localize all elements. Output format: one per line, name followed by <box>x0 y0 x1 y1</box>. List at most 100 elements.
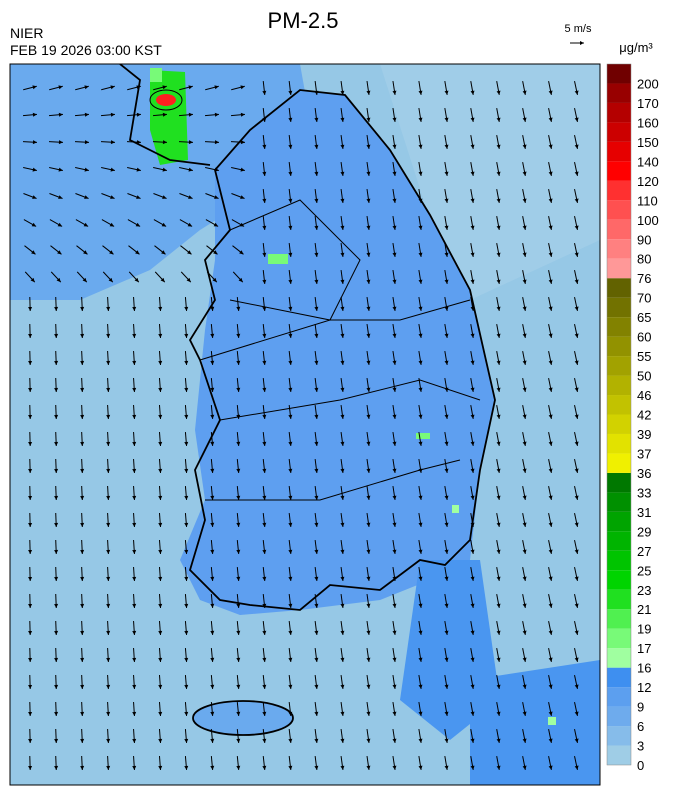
wind-arrow-head <box>392 549 397 554</box>
wind-arrow-head <box>106 684 111 689</box>
wind-arrow-head <box>418 495 423 500</box>
wind-arrow-head <box>392 171 397 176</box>
wind-arrow-head <box>314 684 319 689</box>
wind-arrow-head <box>262 468 267 473</box>
wind-field <box>22 80 579 771</box>
hotspot <box>150 68 162 82</box>
wind-arrow-head <box>574 441 579 446</box>
wind-arrow-head <box>158 360 163 365</box>
wind-arrow-head <box>188 85 193 90</box>
wind-arrow-head <box>106 495 111 500</box>
wind-arrow-head <box>236 414 241 419</box>
wind-arrow-head <box>418 549 423 554</box>
wind-arrow-head <box>132 495 137 500</box>
wind-arrow-head <box>32 167 37 172</box>
region-northwest <box>10 64 140 230</box>
region-japan <box>470 660 600 785</box>
wind-arrow-head <box>158 738 163 743</box>
wind-arrow-head <box>80 603 85 608</box>
wind-arrow-head <box>288 306 293 311</box>
wind-arrow-head <box>162 140 167 145</box>
wind-arrow-head <box>548 522 553 527</box>
wind-arrow-head <box>470 117 475 122</box>
wind-arrow-head <box>366 603 371 608</box>
wind-arrow-head <box>262 495 267 500</box>
wind-arrow-head <box>106 630 111 635</box>
wind-arrow-head <box>574 360 579 365</box>
colorbar-segment <box>607 531 631 551</box>
wind-arrow-head <box>210 711 215 716</box>
wind-arrow-head <box>470 738 475 743</box>
wind-arrow-head <box>574 495 579 500</box>
colorbar-segment <box>607 180 631 201</box>
wind-arrow-head <box>366 576 371 581</box>
wind-arrow-head <box>392 279 397 284</box>
wind-arrow-head <box>212 277 217 283</box>
wind-arrow-head <box>366 441 371 446</box>
wind-arrow-head <box>132 657 137 662</box>
colorbar-label: 90 <box>637 232 651 247</box>
wind-arrow-head <box>288 657 293 662</box>
wind-arrow-head <box>418 171 423 176</box>
wind-arrow-head <box>340 738 345 743</box>
wind-arrow-head <box>28 414 33 419</box>
wind-arrow-head <box>392 225 397 230</box>
wind-arrow-head <box>418 603 423 608</box>
wind-arrow-head <box>522 657 527 662</box>
wind-arrow-head <box>134 277 139 283</box>
colorbar-segment <box>607 589 631 610</box>
jeju-island <box>192 700 294 736</box>
wind-arrow-head <box>236 306 241 311</box>
wind-arrow-head <box>236 657 241 662</box>
wind-arrow-head <box>574 522 579 527</box>
wind-arrow-head <box>366 333 371 338</box>
wind-arrow-head <box>522 306 527 311</box>
wind-arrow-head <box>288 171 293 176</box>
wind-arrow-head <box>54 576 59 581</box>
wind-arrow-head <box>210 765 215 770</box>
wind-arrow-head <box>184 468 189 473</box>
province-border <box>199 199 481 501</box>
wind-arrow-head <box>132 711 137 716</box>
wind-arrow-head <box>470 387 475 392</box>
wind-arrow-head <box>496 387 501 392</box>
wind-arrow-head <box>106 657 111 662</box>
wind-arrow-head <box>314 144 319 149</box>
wind-arrow-head <box>496 117 501 122</box>
colorbar-segment <box>607 609 631 629</box>
wind-arrow-head <box>522 144 527 149</box>
wind-arrow-head <box>28 360 33 365</box>
wind-arrow-head <box>80 630 85 635</box>
colorbar-label: 23 <box>637 583 651 598</box>
wind-arrow-head <box>522 441 527 446</box>
wind-arrow-head <box>262 90 267 95</box>
wind-arrow-head <box>392 603 397 608</box>
wind-arrow-head <box>262 684 267 689</box>
wind-arrow-head <box>418 90 423 95</box>
wind-arrow-head <box>158 549 163 554</box>
colorbar-segment <box>607 258 631 279</box>
colorbar-segment <box>607 297 631 318</box>
colorbar-segment <box>607 472 631 493</box>
wind-arrow-head <box>80 522 85 527</box>
wind-arrow-head <box>136 85 141 90</box>
wind-arrow-head <box>548 495 553 500</box>
wind-arrow-head <box>574 576 579 581</box>
wind-arrow-head <box>340 657 345 662</box>
wind-arrow-head <box>210 603 215 608</box>
wind-arrow-head <box>54 441 59 446</box>
colorbar-label: 21 <box>637 602 651 617</box>
wind-arrow-head <box>522 684 527 689</box>
wind-arrow-head <box>236 711 241 716</box>
wind-arrow-head <box>83 222 89 227</box>
wind-arrow-head <box>548 279 553 284</box>
wind-arrow-head <box>444 711 449 716</box>
colorbar-segment <box>607 453 631 473</box>
wind-arrow-head <box>108 277 113 283</box>
wind-arrow-head <box>54 657 59 662</box>
wind-arrow-head <box>80 495 85 500</box>
wind-arrow-head <box>28 684 33 689</box>
wind-arrow-head <box>314 468 319 473</box>
wind-arrow-head <box>340 522 345 527</box>
wind-arrow-head <box>314 414 319 419</box>
